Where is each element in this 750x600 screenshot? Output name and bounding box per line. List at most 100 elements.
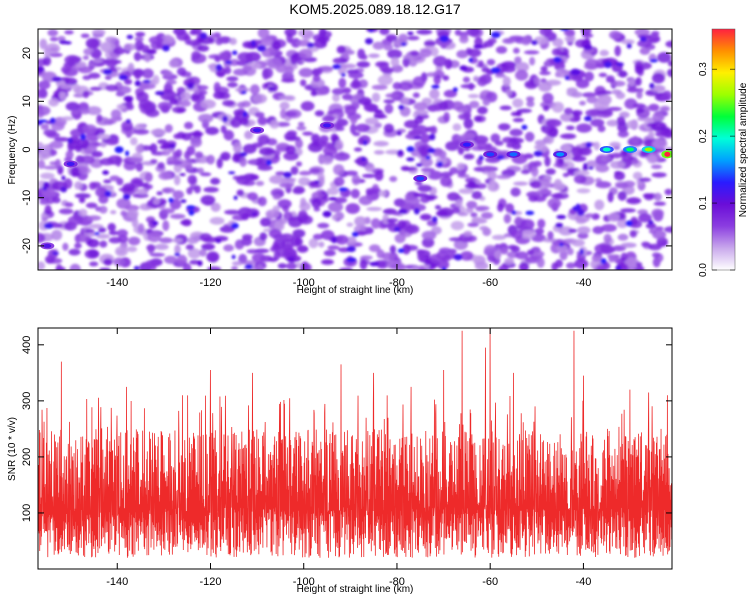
heatmap-cell (287, 216, 303, 228)
heatmap-cell (251, 212, 258, 216)
heatmap-cell (174, 252, 181, 257)
heatmap-cell (345, 236, 357, 246)
heatmap-cell (213, 82, 221, 93)
heatmap-cell (373, 140, 389, 147)
heatmap-cell (48, 52, 63, 58)
heatmap-cell (577, 232, 589, 239)
heatmap-cell (231, 261, 243, 266)
heatmap-feature-core (602, 147, 611, 152)
heatmap-cell (468, 94, 480, 99)
heatmap-x-axis-label: Height of straight line (km) (297, 285, 414, 296)
heatmap-cell (419, 213, 432, 221)
heatmap-cell (596, 264, 608, 270)
heatmap-cell (585, 142, 592, 148)
heatmap-cell (356, 61, 371, 68)
x-tick-label: -120 (199, 277, 221, 289)
heatmap-cell (286, 130, 298, 137)
heatmap-cell (48, 98, 59, 107)
heatmap-cell (373, 114, 388, 119)
heatmap-cell (255, 180, 265, 186)
heatmap-feature-core (644, 147, 653, 152)
heatmap-cell (414, 116, 424, 124)
heatmap-cell (383, 43, 394, 51)
heatmap-cell (340, 63, 357, 69)
heatmap-cell (232, 50, 238, 56)
heatmap-cell (186, 187, 193, 195)
heatmap-cell (523, 50, 540, 55)
heatmap-cell (142, 68, 154, 79)
heatmap-cell (87, 215, 102, 221)
heatmap-cell (185, 244, 195, 251)
heatmap-cell (157, 162, 165, 169)
heatmap-cell (501, 65, 516, 73)
heatmap-cell (154, 243, 169, 250)
heatmap-cell (547, 198, 562, 209)
heatmap-cell (268, 86, 276, 92)
heatmap-cell (645, 222, 657, 229)
heatmap-cell (650, 164, 663, 170)
heatmap-cell (648, 130, 655, 139)
heatmap-cell (625, 220, 633, 227)
heatmap-cell (168, 197, 174, 203)
heatmap-cell (157, 101, 173, 111)
heatmap-cell (603, 233, 612, 244)
heatmap-cell (268, 228, 282, 239)
heatmap-cell (199, 32, 208, 40)
heatmap-cell (262, 67, 274, 79)
heatmap-cell (422, 171, 431, 177)
heatmap-cell (470, 212, 478, 218)
heatmap-cell (502, 76, 511, 87)
heatmap-cell (351, 231, 359, 237)
heatmap-cell (514, 56, 522, 65)
heatmap-cell (378, 190, 387, 197)
heatmap-cell (513, 181, 529, 186)
heatmap-cell (317, 222, 330, 229)
heatmap-cell (666, 68, 672, 78)
heatmap-cell (113, 47, 126, 55)
heatmap-cell (94, 232, 100, 236)
heatmap-cell (215, 37, 223, 46)
heatmap-cell (391, 64, 404, 73)
heatmap-cell (61, 65, 71, 74)
heatmap-cell (114, 146, 124, 154)
heatmap-cell (199, 90, 208, 96)
heatmap-cell (257, 38, 274, 47)
heatmap-cell (38, 232, 46, 244)
heatmap-cell (394, 226, 401, 232)
heatmap-cell (311, 191, 323, 201)
heatmap-cell (452, 87, 458, 93)
heatmap-cell (155, 91, 165, 96)
snr-y-axis-label: SNR (10 * v/v) (7, 417, 18, 481)
heatmap-cell (471, 191, 483, 200)
heatmap-cell (257, 196, 267, 207)
heatmap-cell (164, 255, 178, 264)
heatmap-cell (548, 127, 558, 138)
heatmap-cell (348, 71, 364, 79)
heatmap-cell (224, 209, 240, 215)
heatmap-feature-core (462, 142, 471, 147)
heatmap-cell (540, 78, 547, 83)
heatmap-cell (302, 131, 314, 136)
heatmap-cell (639, 47, 651, 55)
heatmap-cell (475, 205, 490, 211)
colorbar-frame (711, 28, 736, 271)
heatmap-cell (116, 103, 126, 110)
x-tick-label: -140 (106, 277, 128, 289)
x-tick-label: -100 (293, 576, 315, 588)
heatmap-cell (438, 101, 448, 111)
heatmap-cell (242, 111, 247, 118)
heatmap-cell (632, 171, 643, 180)
heatmap-cell (653, 192, 662, 201)
heatmap-cell (88, 72, 101, 79)
heatmap-cell (414, 109, 429, 115)
heatmap-cell (242, 65, 253, 72)
heatmap-cell (130, 137, 138, 146)
heatmap-cell (338, 187, 348, 192)
heatmap-cell (513, 47, 520, 54)
heatmap-cell (451, 101, 464, 111)
heatmap-cell (74, 193, 91, 199)
heatmap-cell (227, 82, 238, 88)
heatmap-cell (374, 170, 384, 181)
heatmap-cell (597, 125, 606, 133)
